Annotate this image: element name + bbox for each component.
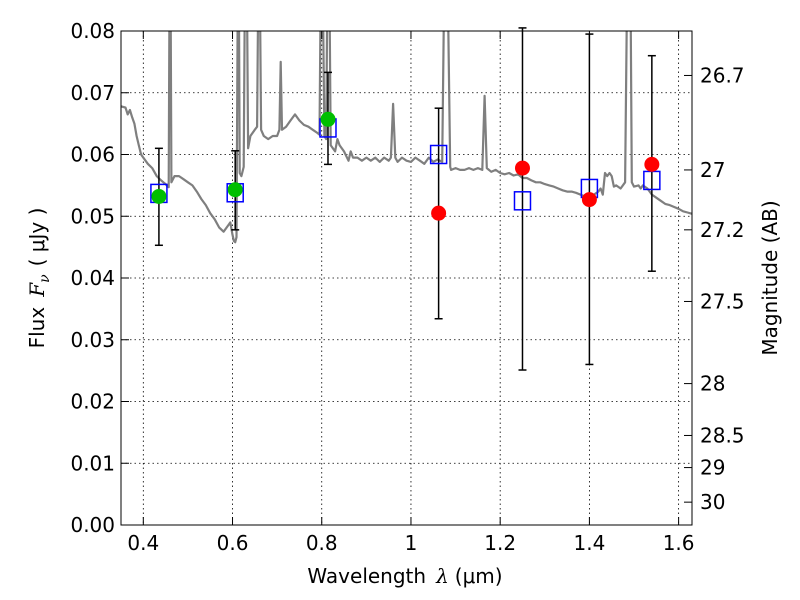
x-tick-label: 0.8: [306, 531, 338, 555]
y2-tick-label: 27.2: [700, 218, 745, 242]
x-tick-label: 0.6: [217, 531, 249, 555]
y2-tick-label: 28.5: [700, 423, 745, 447]
y-tick-label: 0.04: [70, 266, 115, 290]
y2-axis-title: Magnitude (AB): [758, 200, 782, 355]
y2-tick-label: 30: [700, 490, 725, 514]
y2-tick-label: 27.5: [700, 289, 745, 313]
x-tick-label: 1.2: [484, 531, 516, 555]
model-band-square: [513, 191, 532, 211]
model-band-square: [429, 144, 448, 165]
x-tick-label: 1.6: [663, 531, 695, 555]
red-data-point: [431, 205, 447, 221]
x-tick-label: 1: [405, 531, 418, 555]
green-data-point: [320, 111, 336, 127]
y2-tick-label: 26.7: [700, 63, 745, 87]
y-tick-label: 0.06: [70, 143, 115, 167]
y-tick-label: 0.03: [70, 328, 115, 352]
red-data-point: [581, 192, 597, 208]
y-tick-label: 0.08: [70, 19, 115, 43]
red-data-point: [514, 160, 530, 176]
y-axis-title: FluxFν( μJy ): [25, 208, 53, 349]
x-axis-title: Wavelength λ (μm): [307, 564, 502, 588]
x-tick-label: 1.4: [573, 531, 605, 555]
y-tick-label: 0.00: [70, 513, 115, 537]
x-tick-label: 0.4: [127, 531, 159, 555]
y-tick-label: 0.01: [70, 451, 115, 475]
ticks: 0.4 0.6 0.8 1 1.2 1.4 1.6 0.00 0.01 0.02 0.03 0.04 0…: [70, 19, 744, 555]
green-data-point: [227, 182, 243, 198]
y-tick-label: 0.02: [70, 390, 115, 414]
y2-tick-label: 28: [700, 372, 725, 396]
y-tick-label: 0.05: [70, 204, 115, 228]
y-tick-label: 0.07: [70, 81, 115, 105]
y2-tick-label: 27: [700, 158, 725, 182]
y2-tick-label: 29: [700, 456, 725, 480]
green-data-point: [151, 188, 167, 204]
red-data-point: [644, 156, 660, 172]
